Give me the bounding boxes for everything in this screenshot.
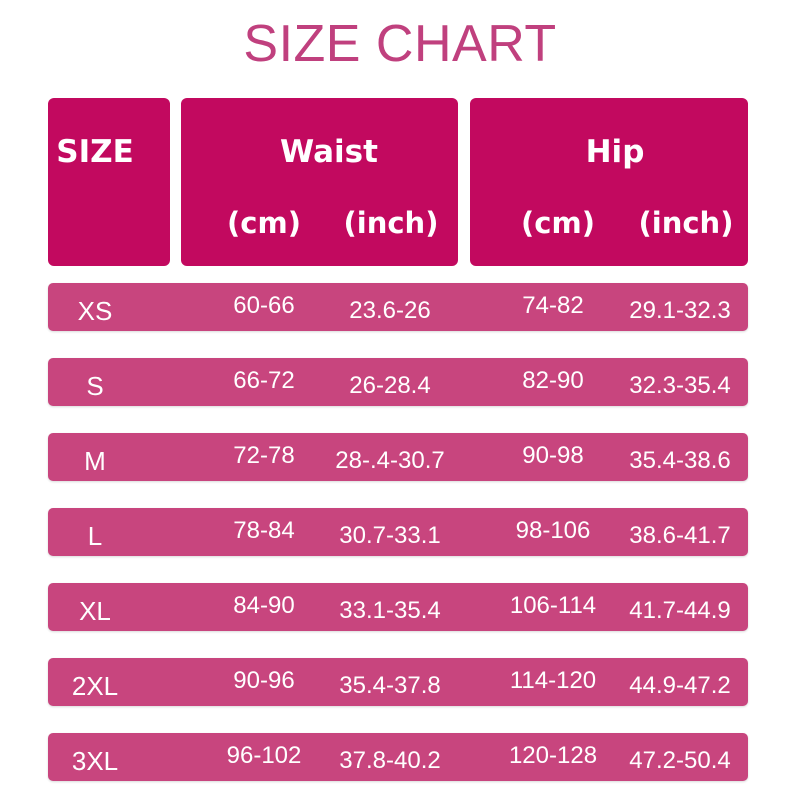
- cell-waist-cm: 72-78: [233, 442, 295, 469]
- cell-hip-cm: 120-128: [508, 742, 598, 769]
- cell-hip-inch: 41.7-44.9: [629, 597, 731, 624]
- cell-waist-cm: 78-84: [233, 517, 295, 544]
- cell-waist-cm: 66-72: [233, 367, 295, 394]
- table-row: XL 84-90 33.1-35.4 106-114 41.7-44.9: [48, 583, 748, 631]
- cell-hip-inch: 29.1-32.3: [629, 297, 731, 324]
- cell-size: 2XL: [71, 671, 119, 701]
- cell-hip-cm: 98-106: [515, 517, 591, 544]
- cell-hip-cm: 74-82: [522, 292, 584, 319]
- cell-waist-inch: 28-.4-30.7: [335, 447, 445, 474]
- cell-size: L: [87, 521, 103, 551]
- cell-waist-cm: 96-102: [226, 742, 302, 769]
- page-title: SIZE CHART: [243, 15, 557, 73]
- cell-waist-inch: 37.8-40.2: [339, 747, 441, 774]
- header-waist-cm: (cm): [227, 206, 301, 240]
- cell-size: M: [84, 446, 106, 476]
- header-hip-inch: (inch): [638, 206, 734, 240]
- header-waist-inch: (inch): [343, 206, 439, 240]
- cell-hip-cm: 82-90: [522, 367, 584, 394]
- table-row: XS 60-66 23.6-26 74-82 29.1-32.3: [48, 283, 748, 331]
- table-row: L 78-84 30.7-33.1 98-106 38.6-41.7: [48, 508, 748, 556]
- cell-hip-inch: 38.6-41.7: [629, 522, 731, 549]
- cell-size: XS: [77, 296, 113, 326]
- table-row: S 66-72 26-28.4 82-90 32.3-35.4: [48, 358, 748, 406]
- header-hip-cm: (cm): [521, 206, 595, 240]
- cell-waist-inch: 23.6-26: [349, 297, 431, 324]
- cell-waist-cm: 90-96: [233, 667, 295, 694]
- cell-waist-cm: 84-90: [233, 592, 295, 619]
- cell-hip-cm: 114-120: [509, 667, 597, 694]
- cell-size: S: [86, 371, 104, 401]
- cell-hip-inch: 47.2-50.4: [629, 747, 731, 774]
- cell-size: 3XL: [71, 746, 119, 776]
- cell-hip-cm: 90-98: [522, 442, 584, 469]
- header-waist: Waist (cm) (inch): [181, 98, 458, 266]
- header-waist-label: Waist: [280, 134, 378, 170]
- header-size-label: SIZE: [56, 134, 134, 170]
- cell-waist-inch: 33.1-35.4: [339, 597, 441, 624]
- table-row: 3XL 96-102 37.8-40.2 120-128 47.2-50.4: [48, 733, 748, 781]
- header-size: SIZE: [48, 98, 170, 266]
- header-hip: Hip (cm) (inch): [470, 98, 748, 266]
- cell-waist-cm: 60-66: [233, 292, 295, 319]
- table-row: 2XL 90-96 35.4-37.8 114-120 44.9-47.2: [48, 658, 748, 706]
- cell-waist-inch: 35.4-37.8: [339, 672, 441, 699]
- cell-waist-inch: 30.7-33.1: [339, 522, 441, 549]
- header-hip-label: Hip: [585, 134, 645, 170]
- cell-hip-inch: 32.3-35.4: [629, 372, 731, 399]
- table-row: M 72-78 28-.4-30.7 90-98 35.4-38.6: [48, 433, 748, 481]
- cell-hip-inch: 35.4-38.6: [629, 447, 731, 474]
- cell-waist-inch: 26-28.4: [349, 372, 431, 399]
- cell-hip-inch: 44.9-47.2: [629, 672, 731, 699]
- cell-hip-cm: 106-114: [509, 592, 597, 619]
- cell-size: XL: [79, 596, 111, 626]
